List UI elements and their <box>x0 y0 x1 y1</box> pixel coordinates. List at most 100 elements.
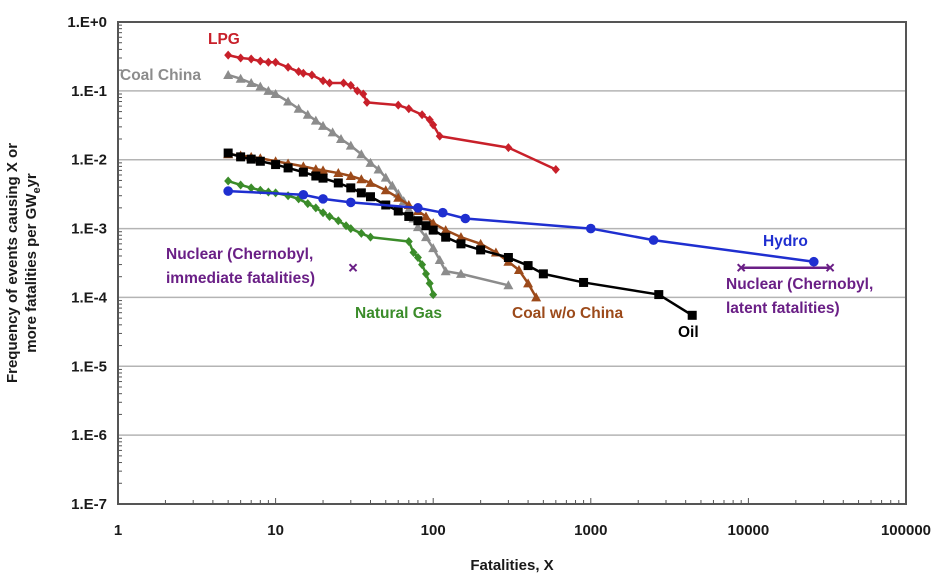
data-point-coal-china <box>428 243 439 253</box>
data-point-natural-gas <box>357 228 366 238</box>
y-axis-title-line2-suffix: yr <box>23 173 40 187</box>
data-point-coal-w-o-china <box>393 192 404 202</box>
series-hydro <box>223 186 819 267</box>
label-oil: Oil <box>678 324 699 341</box>
data-point-natural-gas <box>425 278 434 288</box>
data-point-natural-gas <box>334 216 343 226</box>
y-tick-label: 1.E+0 <box>67 14 107 31</box>
data-point-coal-w-o-china <box>333 168 344 178</box>
data-point-nuclear-chernobyl-immediate-fatalities <box>348 263 358 272</box>
y-tick-label: 1.E-7 <box>71 496 107 513</box>
data-point-oil <box>579 277 589 287</box>
data-point-natural-gas <box>303 199 312 209</box>
data-point-oil <box>311 171 321 181</box>
data-point-coal-w-o-china <box>455 232 466 242</box>
data-point-hydro <box>648 235 659 245</box>
data-point-lpg <box>418 110 427 120</box>
data-point-lpg <box>435 131 444 141</box>
data-point-lpg <box>359 89 368 99</box>
data-point-oil <box>476 245 486 255</box>
data-point-coal-w-o-china <box>531 292 542 302</box>
y-tick-label: 1.E-4 <box>71 289 108 306</box>
x-tick-label: 1000 <box>574 522 607 539</box>
data-point-coal-w-o-china <box>440 225 451 235</box>
data-point-natural-gas <box>247 183 256 193</box>
data-point-oil <box>298 167 308 177</box>
data-point-oil <box>404 211 414 221</box>
label-nuclear-immediate-line1: Nuclear (Chernobyl, <box>166 246 313 263</box>
data-point-coal-china <box>302 109 313 119</box>
label-nuclear-latent-line2: latent fatalities) <box>726 300 840 317</box>
data-point-coal-w-o-china <box>345 171 356 181</box>
x-tick-label: 10000 <box>728 522 770 539</box>
data-point-coal-china <box>380 172 391 182</box>
data-point-hydro <box>586 223 596 234</box>
data-point-lpg <box>299 68 308 78</box>
label-coal-china: Coal China <box>120 67 201 84</box>
data-point-oil <box>271 160 281 170</box>
y-tick-label: 1.E-3 <box>71 221 107 238</box>
data-point-natural-gas <box>284 191 293 201</box>
data-point-oil <box>456 239 466 249</box>
data-point-natural-gas <box>404 236 413 246</box>
y-tick-label: 1.E-5 <box>71 358 107 375</box>
data-point-hydro <box>437 207 448 218</box>
data-point-coal-china <box>455 268 466 278</box>
x-axis-title: Fatalities, X <box>470 557 553 574</box>
series-line-hydro <box>228 189 814 263</box>
data-point-hydro <box>318 194 328 204</box>
y-axis-title-subscript: e <box>31 187 43 193</box>
y-tick-label: 1.E-6 <box>71 427 107 444</box>
data-point-natural-gas <box>409 247 418 257</box>
data-point-lpg <box>224 50 233 60</box>
data-point-lpg <box>256 56 265 66</box>
data-point-oil <box>365 192 375 202</box>
data-point-natural-gas <box>224 176 233 186</box>
y-axis-title-line2-prefix: more fatalities per GW <box>23 193 40 353</box>
data-point-coal-w-o-china <box>420 211 431 221</box>
data-point-coal-china <box>412 222 423 232</box>
data-point-coal-china <box>223 69 234 79</box>
y-tick-labels: 1.E+0 1.E-1 1.E-2 1.E-3 1.E-4 1.E-5 1.E-6 1.E-7 <box>67 14 107 513</box>
data-point-coal-china <box>434 254 445 264</box>
data-point-oil <box>523 261 533 271</box>
data-point-lpg <box>504 143 513 153</box>
data-point-natural-gas <box>311 203 320 213</box>
data-point-oil <box>346 183 356 193</box>
data-point-coal-china <box>235 73 246 83</box>
data-point-hydro <box>345 197 356 208</box>
data-point-lpg <box>319 76 328 86</box>
data-point-oil <box>687 310 697 320</box>
data-point-coal-china <box>263 85 274 95</box>
data-point-coal-china <box>373 164 384 174</box>
data-point-hydro <box>413 203 423 213</box>
data-point-oil <box>421 221 431 231</box>
series-lpg <box>224 50 560 175</box>
data-point-natural-gas <box>319 208 328 218</box>
data-point-coal-china <box>387 180 398 190</box>
data-point-coal-w-o-china <box>523 278 534 288</box>
data-point-lpg <box>325 78 334 88</box>
data-point-coal-china <box>345 140 356 150</box>
data-point-coal-w-o-china <box>365 177 376 187</box>
series-line-lpg <box>227 53 557 171</box>
data-point-coal-china <box>420 232 431 242</box>
label-coal-wo-china: Coal w/o China <box>512 305 623 322</box>
data-point-lpg <box>339 78 348 88</box>
x-tick-labels: 1 10 100 1000 10000 100000 <box>114 522 931 539</box>
data-point-coal-china <box>310 115 321 125</box>
data-point-natural-gas <box>429 290 438 300</box>
data-point-lpg <box>394 100 403 110</box>
data-point-coal-china <box>365 157 376 167</box>
data-point-coal-china <box>327 127 338 137</box>
data-point-oil <box>413 216 423 226</box>
plot-frame <box>117 21 907 505</box>
x-tick-label: 100000 <box>881 522 931 539</box>
y-tick-label: 1.E-2 <box>71 152 107 169</box>
label-hydro: Hydro <box>763 233 808 250</box>
data-point-oil <box>654 290 664 300</box>
series-layer <box>223 50 835 320</box>
data-point-natural-gas <box>325 211 334 221</box>
data-point-oil <box>246 154 256 164</box>
